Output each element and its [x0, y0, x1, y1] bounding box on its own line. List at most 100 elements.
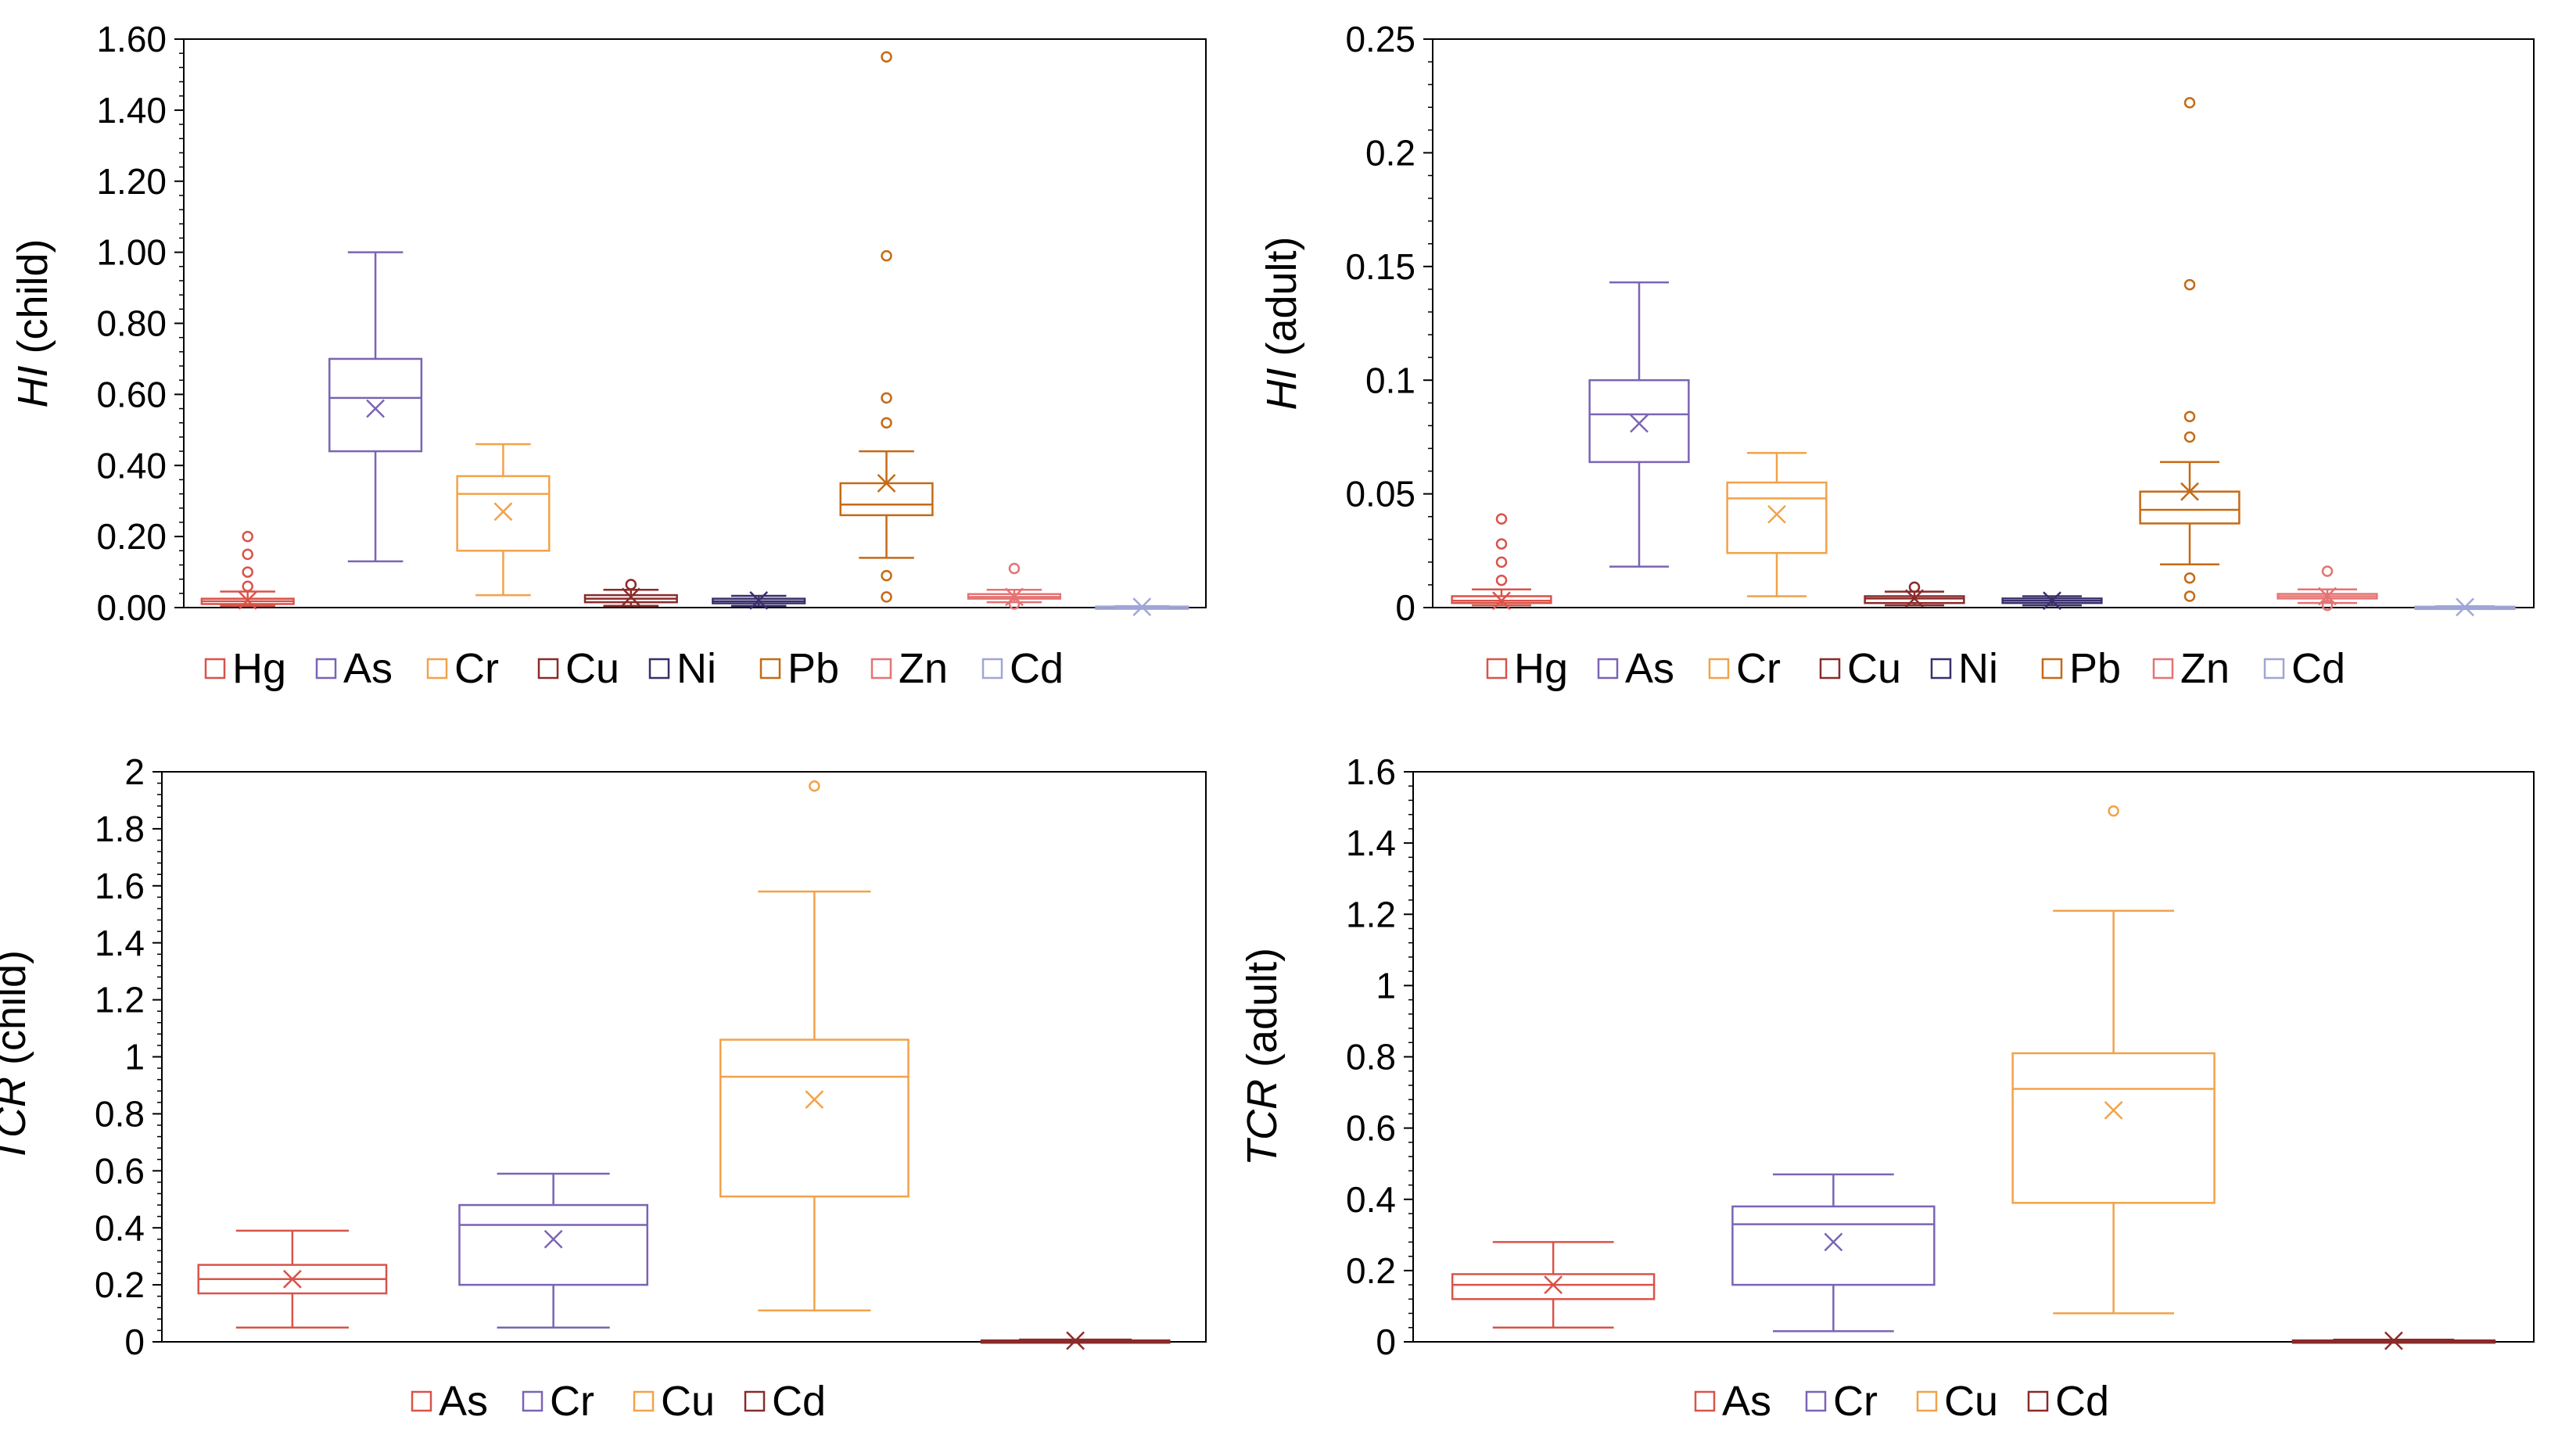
- legend-swatch-Pb: [759, 658, 781, 680]
- legend-swatch-Cu: [633, 1390, 655, 1412]
- mean-marker: [1492, 591, 1511, 611]
- mean-marker: [877, 474, 896, 493]
- mean-marker: [282, 1269, 302, 1289]
- y-tick-label: 0.8: [95, 1094, 145, 1135]
- mean-marker: [1767, 504, 1786, 524]
- legend-label-Cu: Cu: [565, 645, 619, 692]
- y-tick-label: 1: [124, 1037, 145, 1078]
- y-tick-label: 0: [1376, 1322, 1396, 1362]
- mean-marker: [621, 587, 640, 607]
- mean-marker: [2384, 1331, 2403, 1350]
- mean-marker: [1630, 414, 1649, 433]
- legend-swatch-Cd: [2027, 1390, 2049, 1412]
- chart-panel-4: 0 0.2 0.4 0.6 0.8 1 1.2 1.4 1.6 TCR (adult) As Cr Cu…: [1239, 751, 2535, 1425]
- y-tick-label: 0.2: [1365, 133, 1415, 174]
- outlier-point: [1495, 556, 1508, 568]
- plot-frame: [1432, 38, 2535, 608]
- box-As: [1451, 1241, 1656, 1329]
- box-iqr: [1588, 378, 1690, 464]
- outlier-point: [2183, 590, 2196, 602]
- mean-marker: [749, 591, 769, 610]
- outlier-point: [1495, 574, 1508, 586]
- legend-swatch-As: [1597, 658, 1619, 680]
- legend-swatch-Zn: [2152, 658, 2174, 680]
- y-axis-label-symbol: HI: [1258, 368, 1305, 411]
- y-tick-label: 0.60: [96, 374, 167, 414]
- y-axis-label-text: (child): [0, 950, 34, 1077]
- outlier-point: [1495, 513, 1508, 525]
- outlier-point: [1008, 598, 1021, 610]
- outlier-point: [1008, 562, 1021, 575]
- legend-label-Cr: Cr: [1833, 1378, 1878, 1425]
- y-tick-label: 0.05: [1345, 474, 1415, 515]
- legend-label-Cd: Cd: [1010, 645, 1064, 692]
- legend-label-Cd: Cd: [2055, 1378, 2109, 1425]
- legend-label-Cu: Cu: [1944, 1378, 1998, 1425]
- legend-label-Ni: Ni: [676, 645, 716, 692]
- plot-frame: [183, 38, 1207, 608]
- mean-marker: [1824, 1232, 1843, 1252]
- box-iqr: [719, 1038, 910, 1198]
- box-Cu: [719, 780, 910, 1312]
- outlier-point: [242, 566, 253, 578]
- mean-marker: [238, 591, 257, 610]
- plot-frame: [1412, 771, 2535, 1343]
- box-iqr: [1864, 595, 1965, 604]
- legend-swatch-Cu: [1916, 1390, 1938, 1412]
- box-iqr: [456, 475, 551, 552]
- box-iqr: [1451, 595, 1552, 604]
- mean-marker: [2104, 1100, 2123, 1120]
- box-Cd: [980, 1331, 1171, 1350]
- plot-frame: [161, 771, 1207, 1343]
- legend-swatch-Cu: [537, 658, 559, 680]
- legend: As Cr Cu Cd: [411, 1378, 826, 1425]
- legend-swatch-Cd: [2263, 658, 2285, 680]
- legend-label-Pb: Pb: [788, 645, 839, 692]
- outlier-point: [2183, 431, 2196, 443]
- box-iqr: [2011, 1052, 2216, 1204]
- y-tick-label: 1: [1376, 965, 1396, 1006]
- y-tick-label: 0.15: [1345, 246, 1415, 287]
- box-Cr: [1726, 452, 1828, 597]
- box-Cd: [2414, 597, 2516, 617]
- legend-swatch-As: [1694, 1390, 1716, 1412]
- legend-label-Cu: Cu: [661, 1378, 715, 1425]
- y-tick-label: 0.80: [96, 303, 167, 344]
- box-Cu: [1864, 581, 1965, 608]
- box-iqr: [1731, 1205, 1936, 1286]
- outlier-point: [2183, 278, 2196, 291]
- y-tick-label: 0.00: [96, 587, 167, 628]
- legend-swatch-Ni: [648, 658, 670, 680]
- y-tick-label: 0.2: [95, 1264, 145, 1305]
- legend-label-As: As: [1625, 645, 1674, 692]
- outlier-point: [2183, 411, 2196, 422]
- y-tick-label: 1.2: [95, 980, 145, 1020]
- mean-marker: [2318, 586, 2337, 606]
- mean-marker: [1544, 1275, 1563, 1294]
- outlier-point: [881, 417, 892, 429]
- chart-panel-3: 0 0.2 0.4 0.6 0.8 1 1.2 1.4 1.6 1.8 2 TCR (child) As…: [0, 751, 1207, 1425]
- box-Zn: [967, 562, 1062, 610]
- legend-swatch-Zn: [870, 658, 892, 680]
- box-Cr: [456, 443, 551, 597]
- box-Cu: [2011, 805, 2216, 1314]
- legend-swatch-Pb: [2041, 658, 2063, 680]
- outlier-point: [625, 579, 637, 590]
- y-tick-label: 0.8: [1346, 1037, 1396, 1078]
- y-axis-label-text: (adult): [1239, 948, 1286, 1079]
- legend-label-As: As: [343, 645, 393, 692]
- legend-label-As: As: [1722, 1378, 1771, 1425]
- y-tick-label: 1.8: [95, 809, 145, 849]
- y-axis-label-symbol: TCR: [0, 1077, 34, 1164]
- y-axis-label: TCR (adult): [1239, 948, 1286, 1166]
- y-axis-label: HI (child): [9, 238, 56, 407]
- legend-label-Zn: Zn: [2180, 645, 2230, 692]
- y-tick-label: 0.4: [1346, 1179, 1396, 1220]
- legend-swatch-Cd: [981, 658, 1003, 680]
- y-axis-label-text: (adult): [1258, 236, 1305, 368]
- legend-label-Cd: Cd: [772, 1378, 826, 1425]
- outlier-point: [1908, 581, 1921, 594]
- outlier-point: [881, 392, 892, 404]
- y-tick-label: 1.60: [96, 19, 167, 59]
- y-tick-label: 0.25: [1345, 19, 1415, 59]
